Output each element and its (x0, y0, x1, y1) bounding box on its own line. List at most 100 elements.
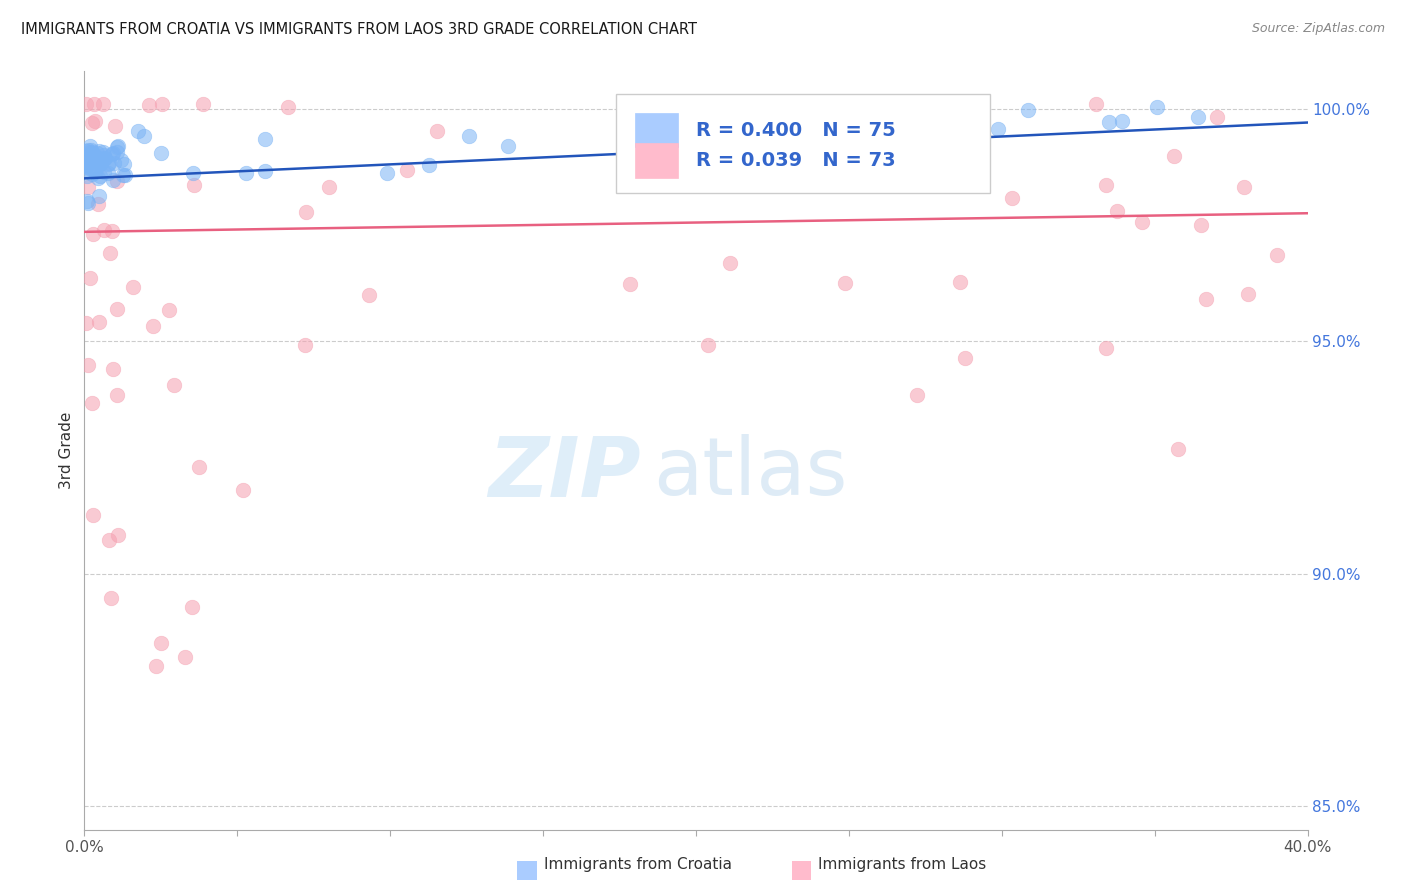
Point (93, 152, 115, 166)
Point (1094, 178, 1116, 192)
Point (76, 155, 98, 169)
Point (132, 129, 155, 144)
Point (163, 378, 186, 392)
Point (295, 205, 318, 219)
Point (1236, 286, 1258, 301)
Point (97, 166, 120, 180)
Point (93, 222, 115, 236)
Text: atlas: atlas (654, 434, 848, 512)
Point (91, 97, 114, 112)
Point (75, 158, 97, 172)
Point (82, 145, 104, 160)
Point (747, 97, 769, 112)
Point (1205, 110, 1227, 124)
Point (76, 194, 98, 208)
Point (149, 636, 172, 650)
Point (76, 156, 98, 170)
Point (114, 156, 136, 170)
Point (105, 140, 128, 154)
Point (931, 97, 953, 112)
Point (925, 178, 948, 192)
Point (75, 157, 97, 171)
Point (1232, 179, 1254, 194)
Point (105, 145, 128, 159)
Point (80, 143, 103, 157)
Point (75, 156, 97, 170)
Point (1189, 218, 1212, 232)
Point (76, 358, 98, 372)
Point (498, 139, 520, 153)
Point (82, 227, 104, 241)
Point (89, 157, 111, 171)
Point (84, 165, 107, 179)
Point (318, 180, 340, 194)
Point (149, 145, 172, 160)
Point (101, 145, 124, 160)
Point (188, 459, 211, 474)
Point (75, 158, 97, 172)
Point (90, 156, 112, 170)
Point (75, 316, 97, 330)
Point (766, 123, 789, 137)
Point (98, 533, 121, 548)
Point (1146, 100, 1168, 114)
Point (79, 139, 101, 153)
Point (107, 139, 129, 153)
Point (1107, 203, 1129, 218)
Point (107, 528, 129, 542)
Point (1095, 341, 1118, 355)
Point (104, 119, 127, 133)
Point (138, 98, 160, 112)
Point (121, 280, 143, 294)
Point (83, 149, 105, 163)
Point (953, 351, 976, 365)
Point (83, 97, 105, 112)
Point (82, 508, 104, 522)
Point (697, 337, 720, 351)
Point (114, 168, 136, 182)
Point (905, 388, 928, 402)
Point (75, 97, 97, 112)
Point (84, 164, 107, 178)
Point (145, 658, 167, 673)
Bar (636, 144, 678, 178)
Point (94, 151, 117, 165)
Point (1163, 149, 1185, 163)
Text: Immigrants from Laos: Immigrants from Laos (818, 857, 987, 872)
Point (377, 166, 399, 180)
Point (87, 188, 110, 202)
Point (105, 388, 128, 402)
Point (80, 162, 103, 177)
Point (174, 649, 197, 664)
Point (235, 166, 257, 180)
Point (987, 122, 1010, 136)
Point (254, 132, 277, 146)
FancyBboxPatch shape (616, 95, 990, 193)
Point (98, 246, 121, 260)
Point (105, 174, 128, 188)
Point (75, 147, 97, 161)
Point (150, 97, 173, 112)
Point (79, 271, 101, 285)
Point (100, 591, 122, 606)
Point (101, 173, 124, 187)
Point (426, 124, 449, 138)
Point (1187, 110, 1209, 124)
Point (101, 147, 124, 161)
Point (84, 114, 107, 128)
Point (396, 163, 419, 178)
Point (98, 156, 121, 170)
Point (75, 150, 97, 164)
Point (159, 303, 181, 318)
Point (101, 223, 124, 237)
Text: Immigrants from Croatia: Immigrants from Croatia (544, 857, 733, 872)
Point (785, 120, 807, 134)
Point (82, 167, 104, 181)
Point (181, 166, 204, 180)
Point (76, 169, 98, 183)
Point (718, 255, 741, 269)
Point (77, 143, 100, 157)
Point (957, 97, 980, 112)
Point (786, 144, 808, 158)
Point (1111, 114, 1133, 128)
